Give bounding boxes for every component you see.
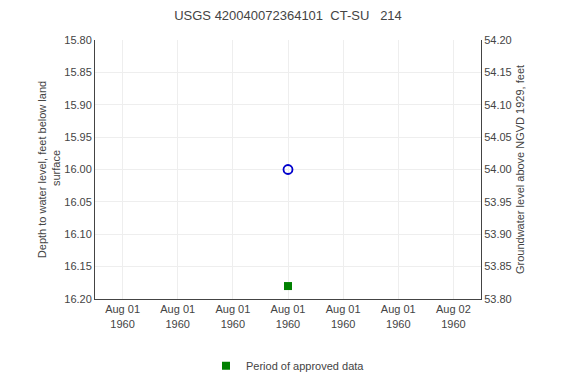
svg-text:16.10: 16.10 bbox=[64, 228, 92, 240]
svg-text:Aug 011960: Aug 011960 bbox=[326, 303, 361, 329]
svg-text:Aug 011960: Aug 011960 bbox=[160, 303, 195, 329]
svg-text:Aug 011960: Aug 011960 bbox=[215, 303, 250, 329]
svg-text:16.20: 16.20 bbox=[64, 293, 92, 305]
svg-text:53.80: 53.80 bbox=[484, 293, 512, 305]
svg-text:53.90: 53.90 bbox=[484, 228, 512, 240]
svg-text:15.80: 15.80 bbox=[64, 34, 92, 46]
svg-text:16.05: 16.05 bbox=[64, 196, 92, 208]
svg-text:54.10: 54.10 bbox=[484, 99, 512, 111]
svg-text:15.85: 15.85 bbox=[64, 66, 92, 78]
svg-text:16.15: 16.15 bbox=[64, 260, 92, 272]
svg-text:53.95: 53.95 bbox=[484, 196, 512, 208]
svg-text:Aug 011960: Aug 011960 bbox=[381, 303, 416, 329]
svg-text:Aug 011960: Aug 011960 bbox=[271, 303, 306, 329]
svg-text:16.00: 16.00 bbox=[64, 163, 92, 175]
svg-text:Period of approved data: Period of approved data bbox=[246, 360, 364, 372]
svg-text:54.00: 54.00 bbox=[484, 163, 512, 175]
svg-text:15.90: 15.90 bbox=[64, 99, 92, 111]
svg-text:53.85: 53.85 bbox=[484, 260, 512, 272]
svg-text:USGS 420040072364101 CT-SU: USGS 420040072364101 CT-SU 214 bbox=[174, 8, 402, 23]
svg-text:54.15: 54.15 bbox=[484, 66, 512, 78]
svg-text:Groundwater level above NGVD 1: Groundwater level above NGVD 1929, feet bbox=[514, 65, 526, 274]
svg-text:Depth to water level, feet bel: Depth to water level, feet below land su… bbox=[36, 81, 62, 258]
svg-text:15.95: 15.95 bbox=[64, 131, 92, 143]
svg-text:54.20: 54.20 bbox=[484, 34, 512, 46]
svg-text:54.05: 54.05 bbox=[484, 131, 512, 143]
svg-text:Aug 021960: Aug 021960 bbox=[436, 303, 471, 329]
svg-text:Aug 011960: Aug 011960 bbox=[105, 303, 140, 329]
